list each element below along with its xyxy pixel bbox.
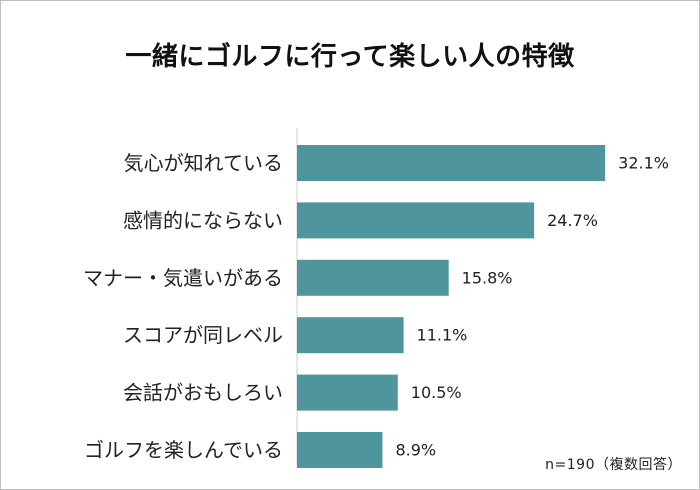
value-label: 11.1% xyxy=(417,326,468,345)
value-label: 15.8% xyxy=(462,268,513,287)
bar xyxy=(297,145,606,181)
value-label: 32.1% xyxy=(618,154,669,173)
category-label: ゴルフを楽しんでいる xyxy=(84,438,283,462)
chart-title: 一緒にゴルフに行って楽しい人の特徴 xyxy=(125,42,575,72)
category-label: 感情的にならない xyxy=(123,208,283,232)
bar xyxy=(297,317,404,354)
category-label: スコアが同レベル xyxy=(123,323,283,347)
value-label: 10.5% xyxy=(411,383,462,402)
category-label: 会話がおもしろい xyxy=(123,381,283,405)
bars-group: 気心が知れている 32.1% 感情的にならない 24.7% マナー・気遣いがある 15.8… xyxy=(83,145,669,468)
value-label: 24.7% xyxy=(547,211,598,230)
category-label: 気心が知れている xyxy=(124,151,283,175)
bar xyxy=(297,202,535,239)
value-label: 8.9% xyxy=(395,441,436,460)
bar xyxy=(297,259,449,296)
bar xyxy=(297,374,398,411)
bar xyxy=(297,432,383,468)
category-label: マナー・気遣いがある xyxy=(83,266,283,290)
sample-size-note: n=190（複数回答） xyxy=(545,457,682,473)
